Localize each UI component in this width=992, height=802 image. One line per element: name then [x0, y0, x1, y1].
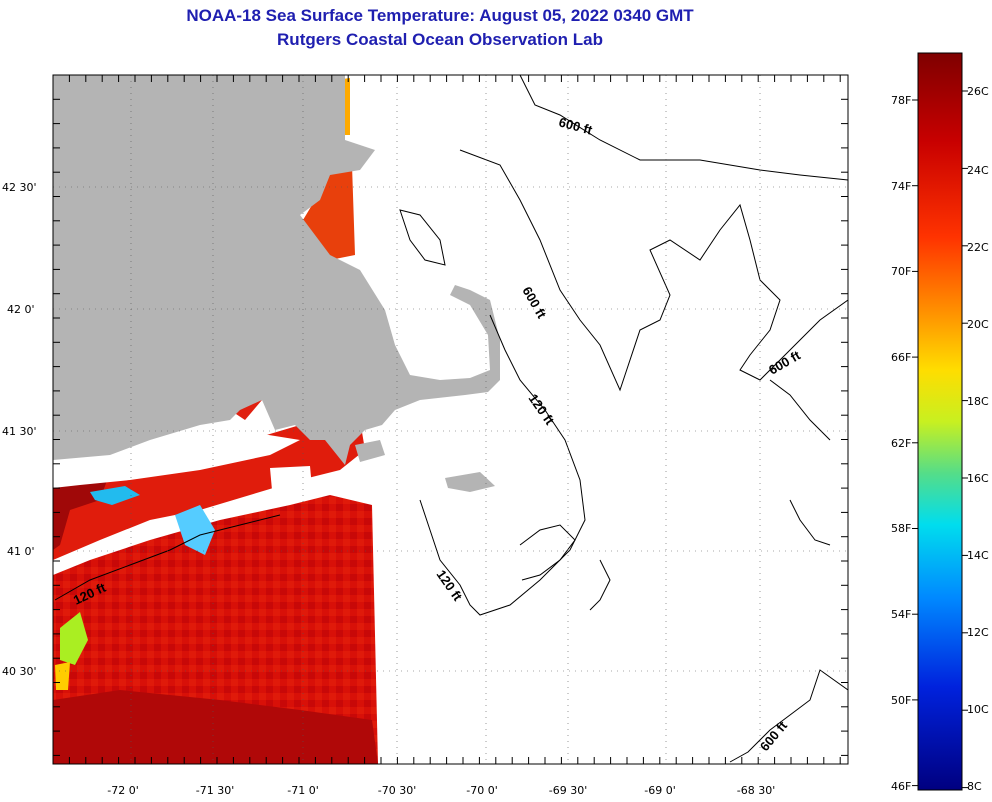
- lat-label: 41 0': [7, 545, 35, 558]
- colorbar: 78F 74F 70F 66F 62F 58F 54F 50F 46F 26C …: [891, 52, 989, 793]
- lat-label: 40 30': [2, 665, 37, 678]
- longitude-labels: -72 0' -71 30' -71 0' -70 30' -70 0' -69…: [107, 784, 775, 797]
- colorbar-c-label: 14C: [967, 549, 989, 562]
- land-long-island: [53, 432, 300, 488]
- colorbar-f-label: 78F: [891, 94, 911, 107]
- colorbar-f-label: 58F: [891, 522, 911, 535]
- lon-label: -70 0': [466, 784, 498, 797]
- depth-contours: [54, 75, 848, 763]
- lat-label: 42 0': [7, 303, 35, 316]
- colorbar-ticks: [912, 90, 968, 789]
- map-panel: 600 ft 600 ft 600 ft 120 ft 120 ft 120 f…: [53, 75, 848, 764]
- colorbar-c-label: 20C: [967, 318, 989, 331]
- colorbar-c-labels: 26C 24C 22C 20C 18C 16C 14C 12C 10C 8C: [967, 85, 989, 793]
- colorbar-c-label: 12C: [967, 626, 989, 639]
- colorbar-c-label: 8C: [967, 780, 982, 793]
- colorbar-c-label: 26C: [967, 85, 989, 98]
- lon-label: -69 30': [549, 784, 587, 797]
- latitude-labels: 42 30' 42 0' 41 30' 41 0' 40 30': [2, 181, 37, 678]
- axis-ticks: [52, 74, 848, 764]
- land-martha: [355, 440, 385, 462]
- map-frame: [52, 74, 849, 765]
- sst-darkred-west: [53, 470, 110, 550]
- lat-label: 42 30': [2, 181, 37, 194]
- sst-cool-1: [90, 486, 140, 505]
- colorbar-f-labels: 78F 74F 70F 66F 62F 58F 54F 50F 46F: [891, 94, 911, 793]
- colorbar-c-label: 24C: [967, 164, 989, 177]
- colorbar-f-label: 74F: [891, 180, 911, 193]
- colorbar-c-label: 22C: [967, 241, 989, 254]
- colorbar-c-label: 10C: [967, 703, 989, 716]
- lon-label: -70 30': [378, 784, 416, 797]
- colorbar-c-label: 18C: [967, 395, 989, 408]
- title-line-1: NOAA-18 Sea Surface Temperature: August …: [186, 6, 694, 25]
- colorbar-f-label: 50F: [891, 694, 911, 707]
- colorbar-f-label: 46F: [891, 780, 911, 793]
- lon-label: -72 0': [107, 784, 139, 797]
- colorbar-f-label: 62F: [891, 437, 911, 450]
- lon-label: -71 0': [287, 784, 319, 797]
- lon-label: -71 30': [196, 784, 234, 797]
- lat-label: 41 30': [2, 425, 37, 438]
- colorbar-f-label: 70F: [891, 265, 911, 278]
- sst-cool-5: [270, 466, 312, 490]
- land-new-england: [53, 75, 500, 465]
- sst-cool-4: [55, 662, 70, 690]
- land-nantucket: [445, 472, 495, 492]
- sst-darkred-south: [53, 690, 378, 764]
- graticule: [53, 75, 848, 764]
- colorbar-c-label: 16C: [967, 472, 989, 485]
- colorbar-f-label: 54F: [891, 608, 911, 621]
- sst-cool-3: [60, 612, 88, 665]
- lon-label: -68 30': [737, 784, 775, 797]
- title-line-2: Rutgers Coastal Ocean Observation Lab: [277, 30, 603, 49]
- lon-label: -69 0': [644, 784, 676, 797]
- colorbar-gradient: [917, 52, 963, 791]
- colorbar-f-label: 66F: [891, 351, 911, 364]
